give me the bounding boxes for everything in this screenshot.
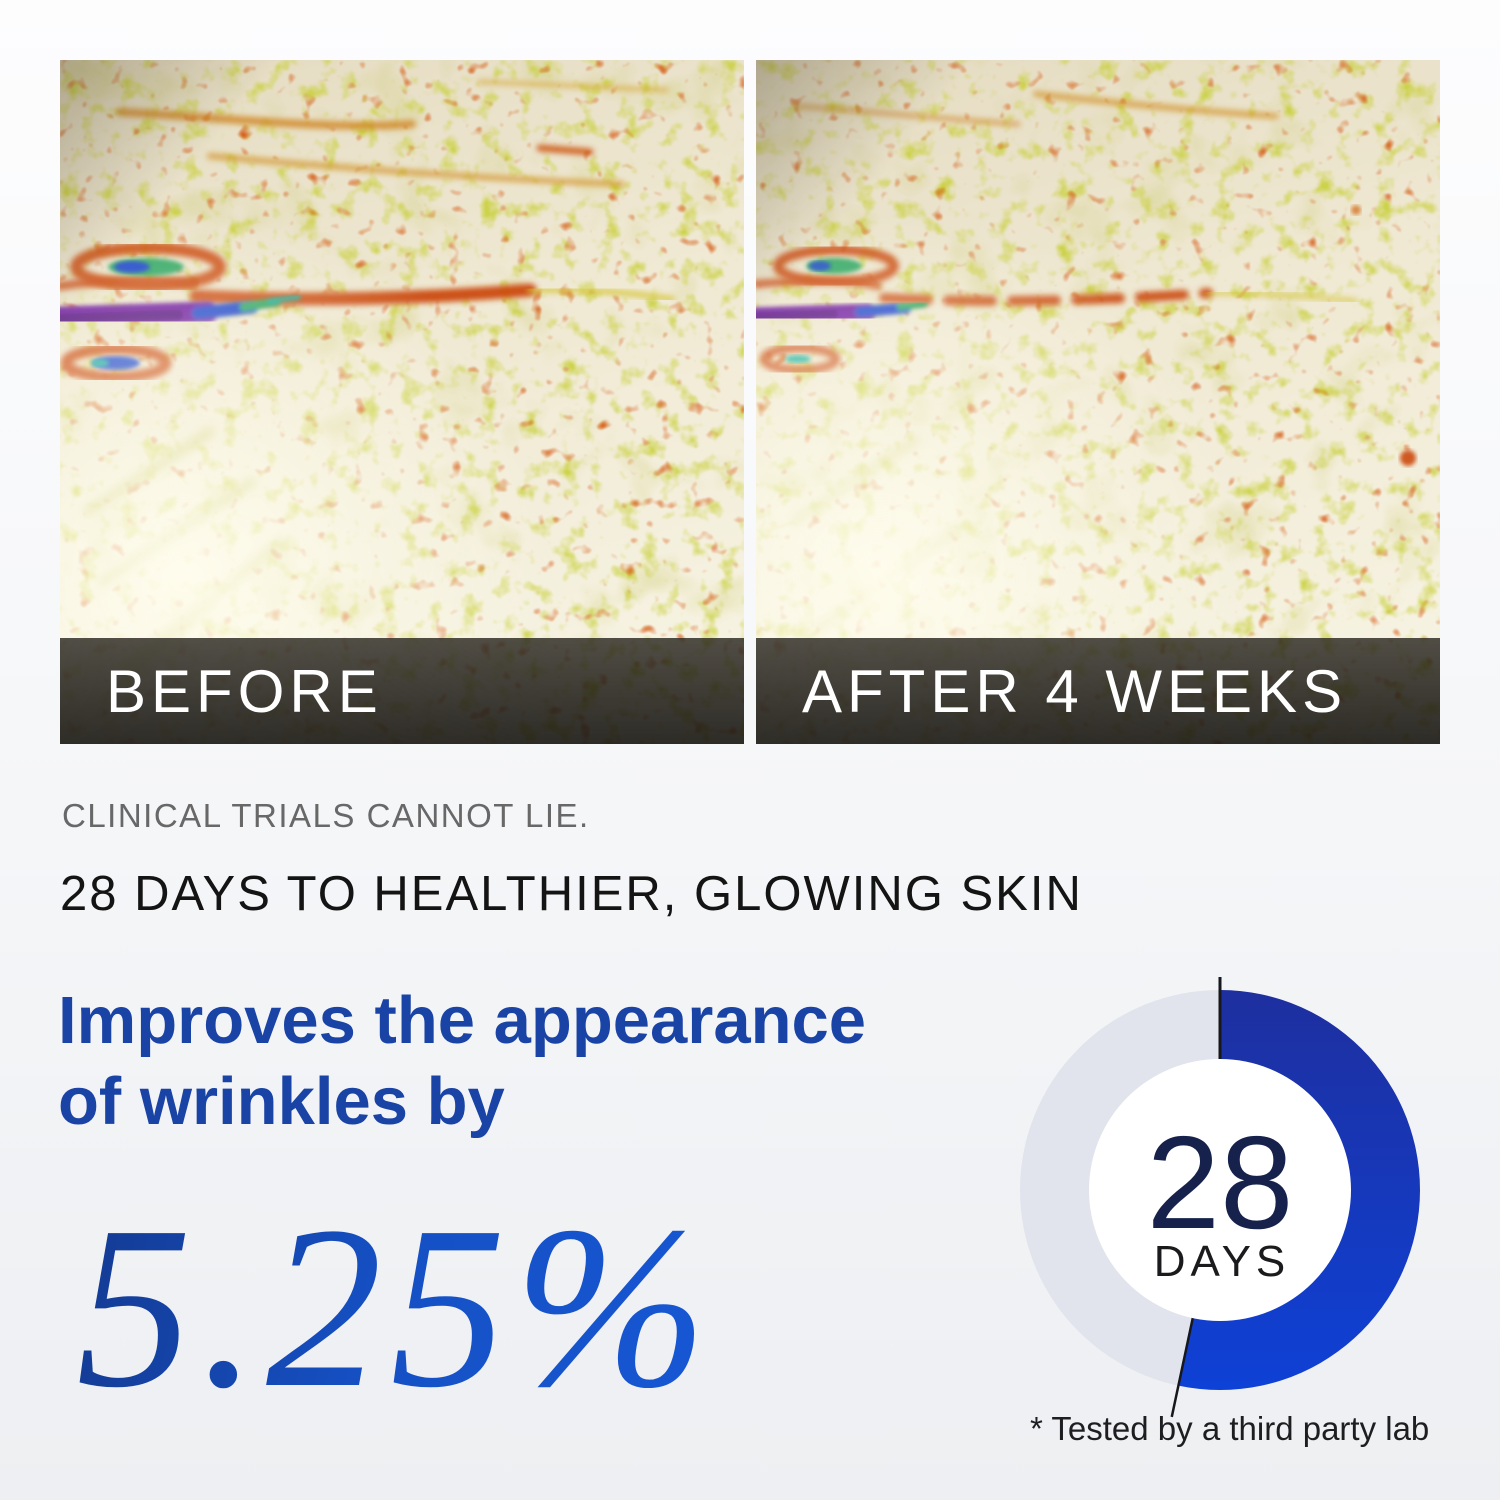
claim-statement-line1: Improves the appearance [58, 983, 867, 1058]
after-photo-panel: AFTER 4 WEEKS [756, 60, 1440, 744]
headline-text: 28 DAYS TO HEALTHIER, GLOWING SKIN [60, 867, 1083, 921]
donut-center-value: 28 [1147, 1109, 1294, 1256]
after-label: AFTER 4 WEEKS [802, 657, 1348, 725]
after-thermal-skin-photo [756, 60, 1440, 744]
before-label-bar: BEFORE [60, 638, 744, 744]
after-label-bar: AFTER 4 WEEKS [756, 638, 1440, 744]
before-label: BEFORE [106, 657, 383, 725]
before-thermal-skin-photo [60, 60, 744, 744]
donut-progress-arc [1178, 990, 1420, 1390]
before-photo-panel: BEFORE [60, 60, 744, 744]
donut-svg: 28 DAYS [1020, 977, 1420, 1418]
days-donut-chart: 28 DAYS [990, 960, 1450, 1420]
percentage-value: 5.25% [76, 1179, 716, 1436]
donut-center-unit: DAYS [1154, 1237, 1291, 1286]
donut-center-disc [1089, 1059, 1351, 1321]
footnote-text: * Tested by a third party lab [1030, 1410, 1430, 1447]
claim-statement: Improves the appearance of wrinkles by [58, 980, 866, 1142]
eyebrow-text: CLINICAL TRIALS CANNOT LIE. [62, 797, 590, 834]
thermal-skin-photo-svg [756, 60, 1440, 744]
donut-end-tick [1170, 1299, 1198, 1418]
thermal-skin-photo-svg [60, 60, 744, 744]
claim-statement-line2: of wrinkles by [58, 1064, 505, 1139]
